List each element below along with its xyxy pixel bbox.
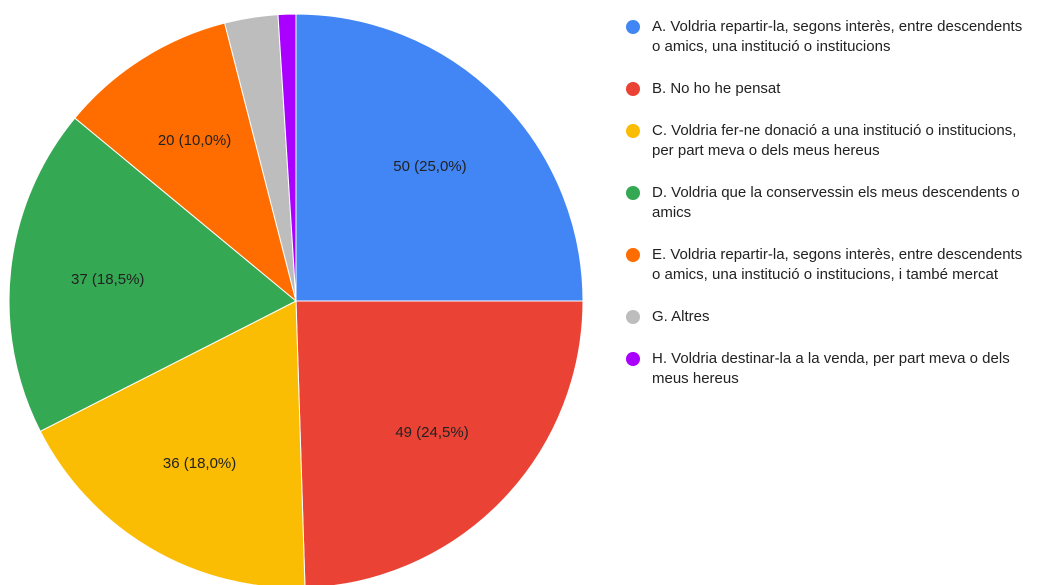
legend-entry: C. Voldria fer-ne donació a una instituc… [624, 121, 1034, 161]
legend-swatch [626, 310, 640, 324]
legend-swatch [626, 124, 640, 138]
slice-label: 36 (18,0%) [163, 455, 236, 472]
legend-label: A. Voldria repartir-la, segons interès, … [652, 18, 1023, 55]
slice-label: 50 (25,0%) [393, 158, 466, 175]
pie-slice [295, 300, 584, 585]
legend-swatch [626, 186, 640, 200]
slice-label: 37 (18,5%) [71, 271, 144, 288]
legend-label: H. Voldria destinar-la a la venda, per p… [652, 350, 1010, 387]
legend-entry: B. No ho he pensat [624, 79, 1034, 99]
legend-swatch [626, 248, 640, 262]
legend-label: B. No ho he pensat [652, 80, 781, 97]
pie-slice [39, 300, 306, 585]
legend-entry: D. Voldria que la conservessin els meus … [624, 183, 1034, 223]
legend-swatch [626, 82, 640, 96]
pie-slice [277, 13, 297, 302]
slice-label: 20 (10,0%) [158, 132, 231, 149]
slice-label: 49 (24,5%) [395, 424, 468, 441]
legend-swatch [626, 352, 640, 366]
legend-swatch [626, 20, 640, 34]
legend-label: C. Voldria fer-ne donació a una instituc… [652, 122, 1017, 159]
legend-label: G. Altres [652, 308, 710, 325]
legend-entry: A. Voldria repartir-la, segons interès, … [624, 17, 1034, 57]
legend-entry: G. Altres [624, 307, 1034, 327]
legend-entry: E. Voldria repartir-la, segons interès, … [624, 245, 1034, 285]
pie-slice [295, 13, 584, 302]
pie-slice [8, 117, 297, 432]
legend-entry: H. Voldria destinar-la a la venda, per p… [624, 349, 1034, 389]
legend-label: D. Voldria que la conservessin els meus … [652, 184, 1020, 221]
legend: A. Voldria repartir-la, segons interès, … [624, 17, 1034, 411]
pie-slice [74, 22, 297, 303]
chart: 50 (25,0%) 49 (24,5%) 36 (18,0%) 37 (18,5%)… [8, 13, 584, 585]
legend-label: E. Voldria repartir-la, segons interès, … [652, 246, 1023, 283]
